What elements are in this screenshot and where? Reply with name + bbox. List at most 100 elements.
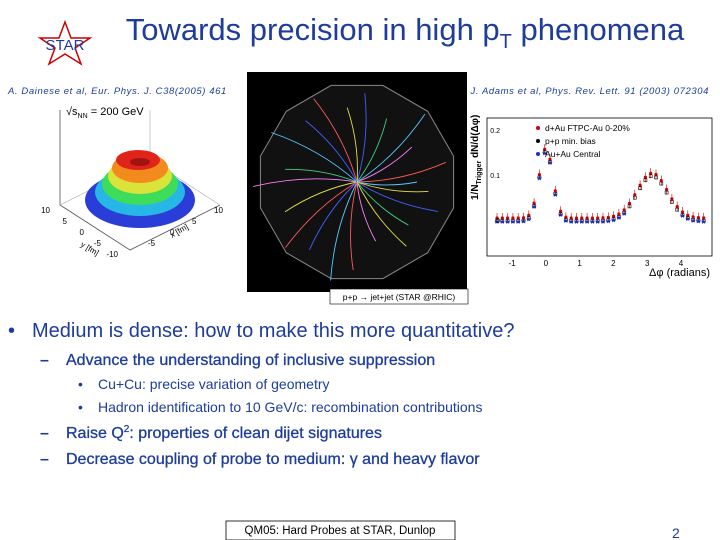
star-point: ★ — [595, 218, 601, 226]
point — [664, 190, 669, 195]
star-point: ★ — [605, 217, 611, 225]
star-point: ★ — [584, 218, 590, 226]
point — [691, 218, 695, 222]
point — [632, 195, 637, 200]
star-point: ★ — [610, 216, 616, 224]
legend-symbol — [536, 152, 540, 156]
axis-label-text: 1/N — [470, 184, 481, 200]
point — [548, 160, 552, 165]
point — [558, 212, 563, 217]
star-point: ★ — [600, 218, 606, 226]
tick-label: 0 — [544, 259, 549, 268]
star-point: ★ — [494, 218, 500, 226]
track — [356, 181, 418, 186]
dash: – — [40, 352, 49, 369]
point — [659, 181, 664, 186]
point — [495, 219, 499, 223]
title-subscript: T — [500, 31, 512, 53]
point — [701, 219, 706, 223]
bullet-marker: • — [78, 399, 83, 415]
track — [330, 181, 358, 281]
point — [685, 216, 690, 221]
axis-label-subscript: Trigger — [476, 160, 483, 184]
track — [305, 120, 358, 183]
axis-label: 1/NTrigger dN/d(Δφ) — [470, 115, 483, 200]
star-point: ★ — [552, 191, 558, 199]
legend-symbol — [536, 139, 540, 143]
sub-bullet: Advance the understanding of inclusive s… — [66, 352, 435, 369]
axis-label: Δφ (radians) — [649, 267, 710, 279]
point — [537, 175, 542, 180]
dash: – — [40, 425, 49, 442]
bullet-text: Medium is dense: how to make this more q… — [32, 320, 514, 342]
point — [675, 207, 680, 212]
star-point: ★ — [510, 218, 516, 226]
point — [696, 218, 701, 223]
bullet-text: Raise Q — [66, 425, 124, 442]
star-point: ★ — [579, 218, 585, 226]
superscript: 2 — [124, 424, 130, 435]
star-point: ★ — [515, 218, 521, 226]
tick-label: 4 — [679, 259, 684, 268]
right-figure: ★ ★ ★ ★ ★ ★ ★★★★★★★★ ★ ★ ★ ★ ★ ★ ★ ★ ★ ★★ ★ ★ ★ ★ ★ 1/NTrigge… — [470, 115, 713, 279]
tick-label: 3 — [645, 259, 650, 268]
track — [356, 113, 426, 183]
point — [590, 219, 595, 223]
tick-label: 0 — [80, 228, 85, 237]
tick-label: 10 — [41, 206, 50, 215]
point — [617, 215, 621, 219]
citation: A. Dainese et al, Eur. Phys. J. C38(2005… — [7, 86, 227, 97]
point — [500, 219, 505, 223]
star-point: ★ — [542, 149, 548, 157]
track — [308, 181, 358, 251]
track — [284, 181, 358, 213]
tick-label: 0 — [170, 228, 175, 237]
point — [574, 219, 579, 223]
star-point: ★ — [557, 211, 563, 219]
tick-label: 0.2 — [490, 128, 500, 135]
figure-caption: p+p → jet+jet (STAR @RHIC) — [343, 292, 456, 302]
star-point: ★ — [499, 218, 505, 226]
point — [569, 219, 574, 223]
legend-label: d+Au FTPC-Au 0-20% — [545, 123, 630, 133]
point — [638, 186, 642, 191]
track — [356, 161, 447, 183]
star-point: ★ — [573, 218, 579, 226]
tick-label: 2 — [611, 259, 616, 268]
track — [356, 93, 367, 183]
star-point: ★ — [690, 217, 696, 225]
point — [627, 204, 632, 209]
title-text: Towards precision in high p — [126, 12, 500, 47]
logo-text: STAR — [46, 37, 85, 54]
point — [611, 217, 616, 222]
star-point: ★ — [547, 159, 553, 167]
star-point: ★ — [701, 218, 707, 226]
point — [579, 219, 584, 223]
point — [585, 219, 589, 223]
dash: – — [40, 451, 49, 468]
point — [532, 204, 536, 208]
energy-text: = 200 GeV — [88, 106, 145, 118]
track — [356, 146, 413, 183]
star-point: ★ — [616, 214, 622, 222]
tick-label: -5 — [94, 239, 102, 248]
point — [511, 219, 515, 223]
legend-label: Au+Au Central — [545, 149, 601, 159]
bullet-marker: • — [8, 320, 15, 342]
star-point: ★ — [563, 217, 569, 225]
star-point: ★ — [679, 212, 685, 220]
tick-label: -1 — [508, 259, 516, 268]
point — [601, 218, 605, 223]
legend-label: p+p min. bias — [545, 136, 596, 146]
star-point: ★ — [536, 175, 542, 183]
tick-label: 0 — [496, 218, 500, 225]
logo: STAR — [37, 19, 93, 66]
point — [564, 218, 568, 222]
tick-label: 10 — [214, 206, 223, 215]
star-point: ★ — [520, 218, 526, 226]
tick-label: -5 — [148, 239, 156, 248]
track — [252, 178, 358, 187]
point — [521, 218, 526, 223]
star-point: ★ — [695, 218, 701, 226]
